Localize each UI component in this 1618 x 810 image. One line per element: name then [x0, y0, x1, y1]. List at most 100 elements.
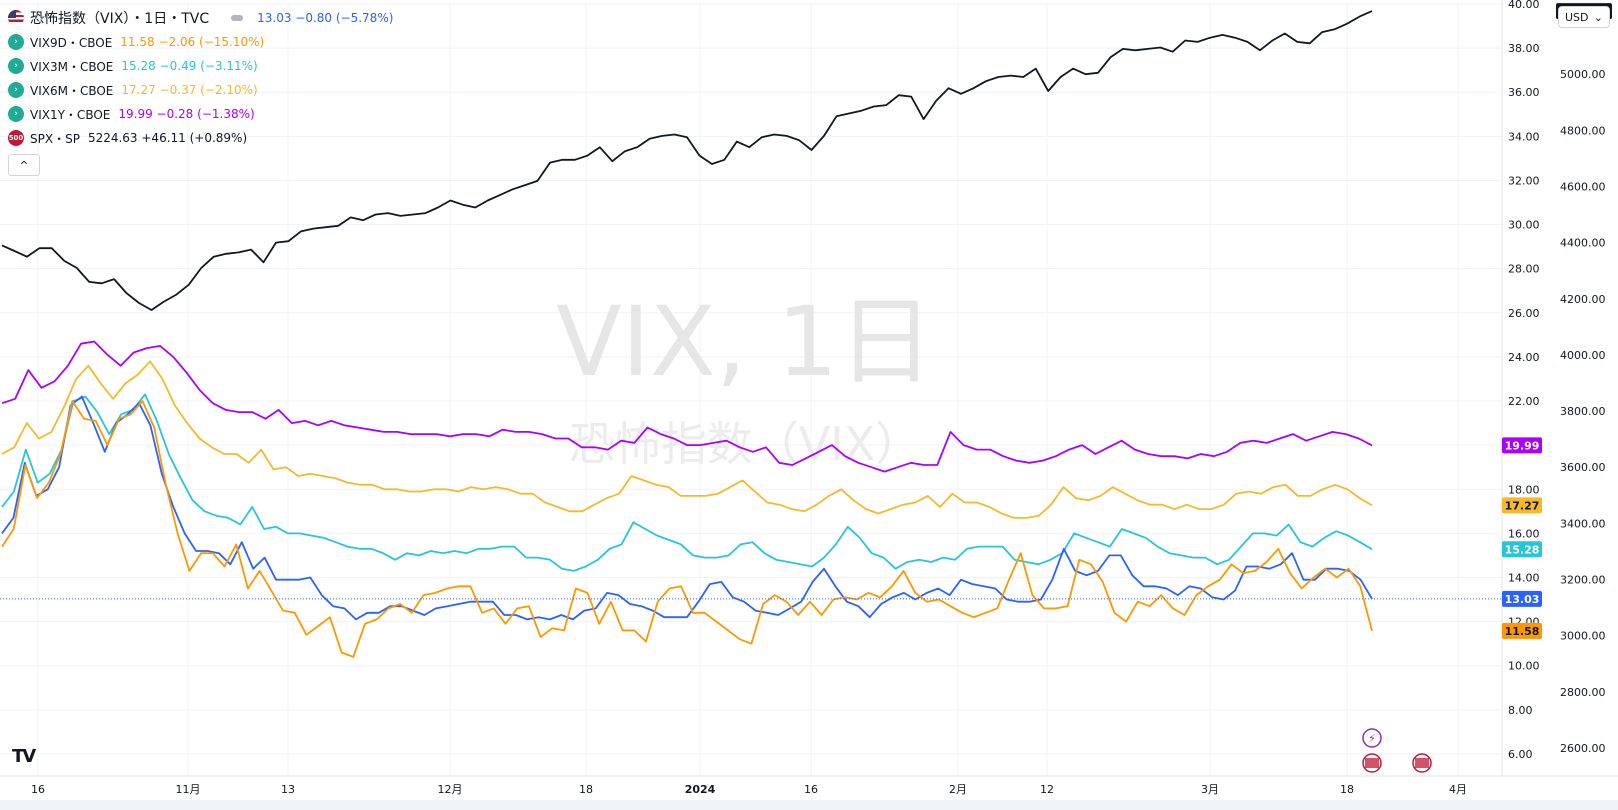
right-axis-tick: 4400.00: [1560, 237, 1606, 250]
series-lines: [1, 10, 1373, 658]
collapse-legend-button[interactable]: ^: [8, 154, 40, 176]
main-quote: 13.03 −0.80 (−5.78%): [257, 11, 394, 25]
legend-symbol: VIX6M・CBOE: [30, 83, 114, 98]
left-axis-tick: 16.00: [1508, 527, 1540, 540]
tradingview-logo: TV: [12, 746, 36, 767]
right-axis-tick: 3800.00: [1560, 405, 1606, 418]
series-line-vix6m[interactable]: [1, 360, 1373, 519]
last-value-badge: [1502, 590, 1542, 607]
arrow-icon: ›: [8, 82, 24, 98]
series-line-vix3m[interactable]: [1, 393, 1373, 572]
x-axis-tick: 2024: [685, 783, 716, 796]
last-value-label: 19.99: [1505, 439, 1540, 452]
left-axis-tick: 36.00: [1508, 86, 1540, 99]
x-axis-tick: 3月: [1201, 783, 1219, 796]
x-axis-tick: 18: [1340, 783, 1354, 796]
left-axis-tick: 18.00: [1508, 483, 1540, 496]
x-axis-tick: 16: [31, 783, 45, 796]
arrow-icon: ›: [8, 34, 24, 50]
legend-row[interactable]: › VIX6M・CBOE 17.27 −0.37 (−2.10%): [8, 78, 399, 102]
legend-row[interactable]: › VIX3M・CBOE 15.28 −0.49 (−3.11%): [8, 54, 399, 78]
legend-quote: 17.27 −0.37 (−2.10%): [121, 83, 258, 97]
legend-row[interactable]: 500 SPX・SP 5224.63 +46.11 (+0.89%): [8, 126, 399, 150]
left-axis-tick: 38.00: [1508, 42, 1540, 55]
legend-symbol: VIX3M・CBOE: [30, 59, 114, 74]
left-axis-tick: 24.00: [1508, 351, 1540, 364]
left-axis-tick: 28.00: [1508, 263, 1540, 276]
spx-icon: 500: [8, 130, 24, 146]
right-axis-tick: 5000.00: [1560, 68, 1606, 81]
lightning-icon: ⚡: [1368, 732, 1376, 745]
us-flag-stripe: [1365, 758, 1379, 768]
watermark-title: VIX, 1日: [556, 286, 934, 398]
right-axis-tick: 3000.00: [1560, 630, 1606, 643]
left-axis-tick: 10.00: [1508, 660, 1540, 673]
left-axis-tick: 34.00: [1508, 130, 1540, 143]
legend-quote: 15.28 −0.49 (−3.11%): [121, 59, 258, 73]
x-axis-tick: 12月: [438, 783, 463, 796]
legend-row-main[interactable]: 恐怖指数（VIX）・1日・TVC 13.03 −0.80 (−5.78%): [8, 6, 399, 30]
last-value-badge: [1502, 622, 1542, 639]
series-line-vix1y[interactable]: [1, 340, 1373, 473]
x-axis-tick: 4月: [1449, 783, 1467, 796]
left-axis-tick: 14.00: [1508, 571, 1540, 584]
arrow-icon: ›: [8, 106, 24, 122]
x-axis-tick: 2月: [949, 783, 967, 796]
last-value-label: 11.58: [1505, 625, 1540, 638]
left-axis-tick: 26.00: [1508, 307, 1540, 320]
legend-symbol: VIX1Y・CBOE: [30, 107, 111, 122]
legend-quote: 19.99 −0.28 (−1.38%): [118, 107, 255, 121]
legend-row[interactable]: › VIX9D・CBOE 11.58 −2.06 (−15.10%): [8, 30, 399, 54]
x-axis-tick: 11月: [176, 783, 201, 796]
dividend-event-icon[interactable]: [1362, 728, 1382, 748]
us-flag-icon: [8, 10, 24, 26]
legend-symbol: SPX・SP: [30, 131, 80, 146]
last-value-label: 13.03: [1505, 593, 1540, 606]
right-axis-tick: 3200.00: [1560, 573, 1606, 586]
legend-symbol: VIX9D・CBOE: [30, 35, 113, 50]
legend: 恐怖指数（VIX）・1日・TVC 13.03 −0.80 (−5.78%) › V…: [8, 6, 399, 176]
legend-quote: 11.58 −2.06 (−15.10%): [120, 35, 265, 49]
series-line-vix[interactable]: [1, 395, 1373, 621]
series-line-vix9d[interactable]: [1, 400, 1373, 658]
x-axis-tick: 16: [804, 783, 818, 796]
right-axis-tick: 2600.00: [1560, 742, 1606, 755]
arrow-icon: ›: [8, 58, 24, 74]
chevron-up-icon: ^: [19, 158, 29, 172]
x-axis-tick: 18: [579, 783, 593, 796]
left-axis-tick: 40.00: [1508, 0, 1540, 11]
last-value-badge: [1502, 437, 1542, 454]
chevron-down-icon: ⌄: [1593, 10, 1603, 24]
right-axis-tick: 4200.00: [1560, 293, 1606, 306]
left-axis-tick: 22.00: [1508, 395, 1540, 408]
right-axis-tick: 4600.00: [1560, 180, 1606, 193]
toggle-visibility-icon[interactable]: [231, 15, 244, 21]
event-markers[interactable]: ⚡: [1362, 728, 1432, 773]
x-axis-tick: 13: [281, 783, 295, 796]
currency-select[interactable]: USD ⌄: [1558, 6, 1610, 28]
series-line-spx[interactable]: [1, 10, 1373, 311]
watermark: VIX, 1日 恐怖指数（VIX）: [556, 286, 934, 471]
right-axis-tick: 3400.00: [1560, 517, 1606, 530]
left-axis-tick: 30.00: [1508, 219, 1540, 232]
last-value-badge: [1502, 541, 1542, 558]
scrollbar[interactable]: [0, 800, 1618, 810]
x-axis-tick: 12: [1040, 783, 1054, 796]
main-symbol-name: 恐怖指数（VIX）・1日・TVC: [30, 11, 210, 27]
right-axis-tick: 3600.00: [1560, 461, 1606, 474]
us-flag-stripe-2: [1415, 758, 1429, 768]
right-axis-tick: 4800.00: [1560, 124, 1606, 137]
right-axis-tick: 4000.00: [1560, 349, 1606, 362]
left-axis-tick: 32.00: [1508, 174, 1540, 187]
grid: [0, 3, 1502, 776]
right-axis-tick: 2800.00: [1560, 686, 1606, 699]
last-value-label: 17.27: [1505, 499, 1540, 512]
currency-label: USD: [1565, 10, 1589, 24]
watermark-subtitle: 恐怖指数（VIX）: [569, 417, 922, 471]
legend-row[interactable]: › VIX1Y・CBOE 19.99 −0.28 (−1.38%): [8, 102, 399, 126]
left-axis-tick: 6.00: [1508, 748, 1533, 761]
price-axis-bg[interactable]: [1502, 0, 1618, 810]
last-value-label: 15.28: [1505, 543, 1540, 556]
last-value-badge: [1502, 497, 1542, 514]
